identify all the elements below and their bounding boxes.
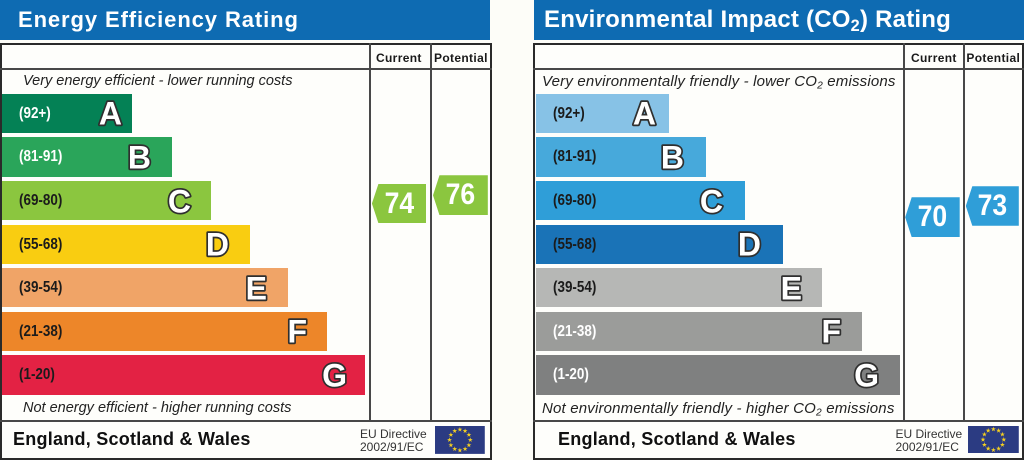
svg-text:B: B [127,139,150,175]
svg-text:C: C [700,183,723,219]
svg-text:A: A [99,96,122,132]
svg-text:F: F [822,314,842,350]
svg-text:D: D [738,227,761,263]
svg-text:G: G [854,357,879,393]
svg-text:D: D [206,227,229,263]
svg-text:C: C [168,183,191,219]
svg-text:E: E [781,270,802,306]
svg-text:G: G [322,357,347,393]
svg-text:A: A [633,96,656,132]
svg-text:F: F [287,314,307,350]
svg-text:E: E [245,270,266,306]
svg-text:B: B [661,139,684,175]
